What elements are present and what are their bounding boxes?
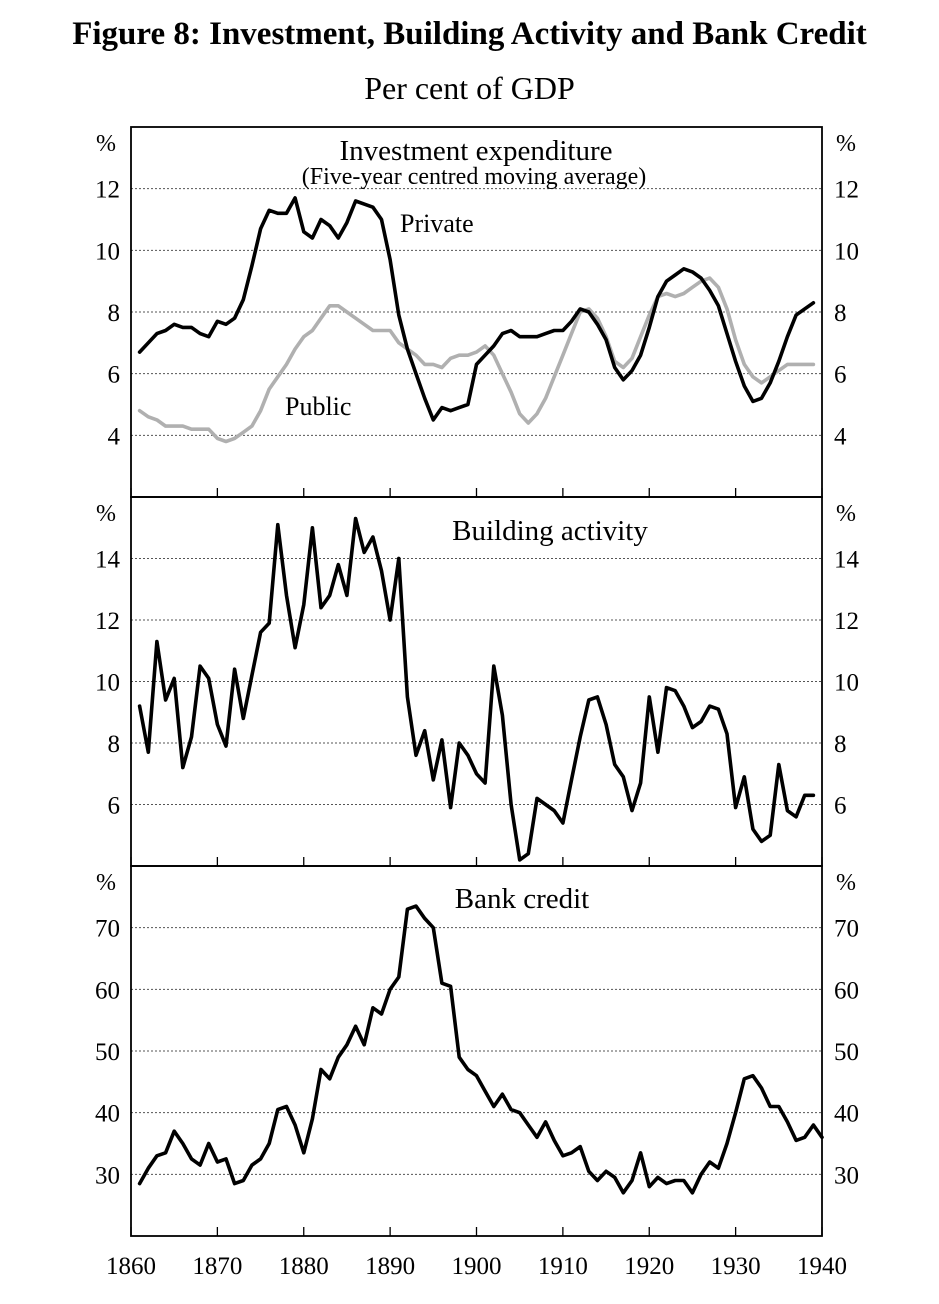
credit-unit-right: % [836,870,856,896]
investment-ytick-right: 12 [834,177,859,204]
private-series-label: Private [400,209,474,238]
building-activity-series-line [137,516,816,862]
figure-title: Figure 8: Investment, Building Activity … [72,16,867,52]
building-unit-right: % [836,501,856,527]
public-series-label: Public [285,392,351,421]
investment-unit-left: % [96,131,116,157]
x-axis-tick-label: 1860 [106,1253,156,1280]
credit-ytick-right: 60 [834,977,859,1004]
building-ytick-right: 10 [834,670,859,697]
credit-ytick-left: 50 [95,1039,120,1066]
investment-ytick-left: 8 [108,300,121,327]
credit-ytick-right: 30 [834,1162,859,1189]
building-ytick-left: 14 [95,547,121,574]
credit-ytick-left: 30 [95,1162,120,1189]
x-axis-tick-label: 1880 [279,1253,329,1280]
credit-panel-title: Bank credit [455,883,589,915]
x-axis-tick-label: 1920 [624,1253,674,1280]
building-ytick-right: 6 [834,793,847,820]
credit-ytick-right: 70 [834,916,859,943]
building-ytick-left: 6 [108,793,121,820]
credit-unit-left: % [96,870,116,896]
building-ytick-left: 8 [108,731,121,758]
building-ytick-right: 12 [834,608,859,635]
investment-ytick-left: 6 [108,362,121,389]
building-panel-title: Building activity [452,515,648,547]
building-ytick-right: 14 [834,547,860,574]
x-axis-tick-label: 1900 [452,1253,502,1280]
credit-ytick-left: 40 [95,1101,120,1128]
credit-panel-frame [130,865,823,1237]
investment-panel-subtitle: (Five-year centred moving average) [302,164,647,190]
chart-panels: % % 4 4 6 6 8 8 10 10 12 12% % 6 6 8 8 10 10 12 12 14 14% % 30 30… [95,126,860,1280]
private-series-line [137,196,816,422]
investment-panel-title: Investment expenditure [340,135,613,167]
credit-ytick-left: 60 [95,977,120,1004]
figure-subtitle: Per cent of GDP [364,70,575,106]
investment-ytick-right: 8 [834,300,847,327]
x-axis-tick-label: 1940 [797,1253,847,1280]
investment-ytick-left: 12 [95,177,120,204]
panel-titles: Investment expenditure (Five-year centre… [302,135,649,915]
credit-ytick-right: 50 [834,1039,859,1066]
series-annotations: Private Public [285,209,474,421]
x-axis-tick-label: 1910 [538,1253,588,1280]
credit-ytick-right: 40 [834,1101,859,1128]
investment-ytick-left: 4 [108,423,121,450]
x-axis-tick-label: 1890 [365,1253,415,1280]
building-ytick-right: 8 [834,731,847,758]
x-axis-tick-label: 1870 [192,1253,242,1280]
bank-credit-series-line [137,904,824,1195]
investment-unit-right: % [836,131,856,157]
investment-ytick-left: 10 [95,238,120,265]
investment-ytick-right: 4 [834,423,847,450]
credit-ytick-left: 70 [95,916,120,943]
building-unit-left: % [96,501,116,527]
building-ytick-left: 10 [95,670,120,697]
building-ytick-left: 12 [95,608,120,635]
investment-ytick-right: 10 [834,238,859,265]
x-axis-tick-label: 1930 [711,1253,761,1280]
investment-ytick-right: 6 [834,362,847,389]
